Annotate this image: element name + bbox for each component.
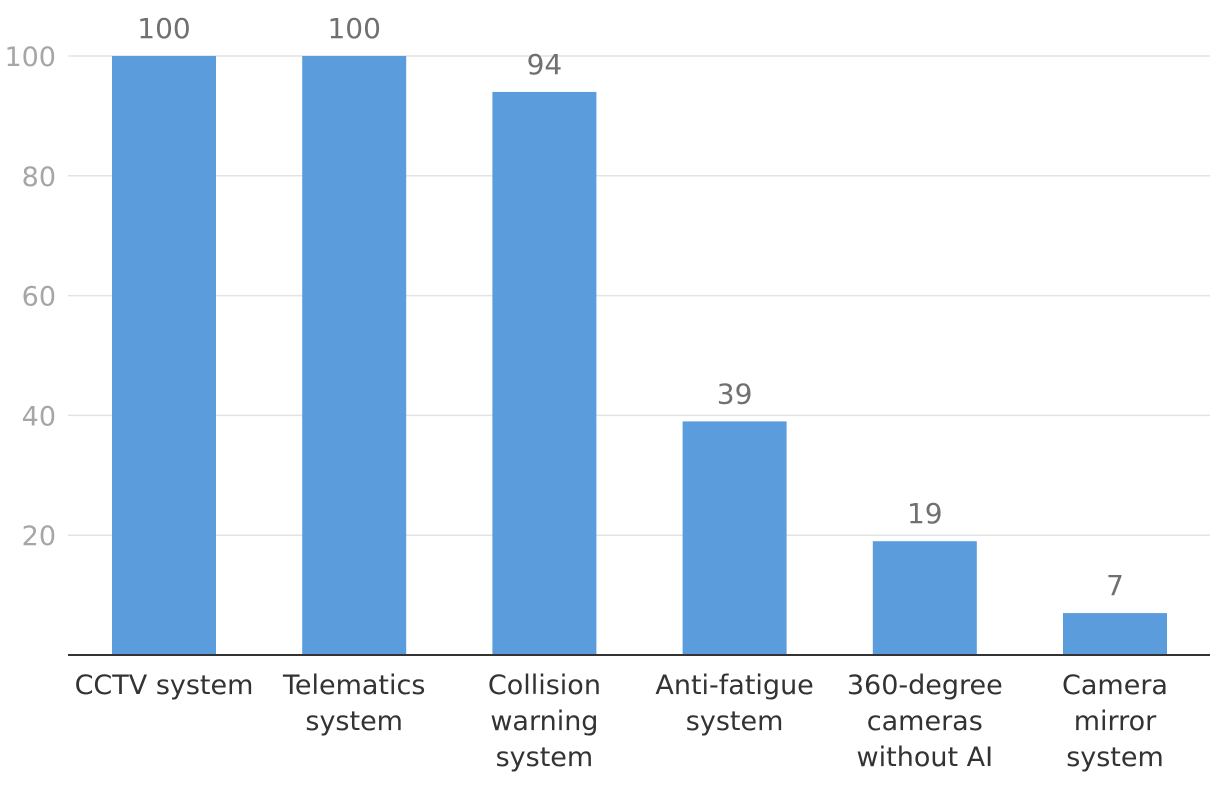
value-label: 19 [907, 497, 943, 530]
x-tick-label: CCTV system [75, 670, 254, 701]
y-tick-label: 80 [22, 162, 56, 193]
x-tick-label-line: mirror [1074, 706, 1157, 737]
x-tick-label-line: system [305, 706, 403, 737]
x-tick-label: Telematics system [282, 670, 425, 737]
x-tick-label: Anti-fatigue system [655, 670, 813, 737]
bar [302, 56, 407, 655]
value-label: 94 [527, 48, 563, 81]
x-tick-label: 360-degree cameras without AI [847, 670, 1003, 773]
x-tick-label-line: Anti-fatigue [655, 670, 813, 701]
value-labels: 100 100 94 39 19 7 [137, 12, 1124, 602]
value-label: 100 [327, 12, 380, 45]
x-tick-label-line: 360-degree [847, 670, 1003, 701]
y-tick-label: 20 [22, 521, 56, 552]
x-tick-label-line: cameras [867, 706, 983, 737]
bar [872, 541, 977, 655]
bars [112, 56, 1167, 655]
x-tick-label-line: warning [490, 706, 598, 737]
x-tick-label: Camera mirror system [1062, 670, 1168, 773]
bar [112, 56, 216, 655]
x-tick-label-line: CCTV system [75, 670, 254, 701]
x-tick-label-line: system [686, 706, 784, 737]
x-tick-label-line: Collision [488, 670, 601, 701]
value-label: 7 [1106, 569, 1124, 602]
bar [1063, 613, 1167, 655]
bar [492, 91, 597, 655]
gridlines [68, 55, 1210, 536]
y-tick-label: 60 [22, 282, 56, 313]
x-axis-labels: CCTV system Telematics system Collision warn… [75, 670, 1168, 773]
x-tick-label-line: Camera [1062, 670, 1168, 701]
value-label: 39 [717, 377, 753, 410]
value-label: 100 [137, 12, 190, 45]
x-tick-label-line: without AI [857, 742, 994, 773]
x-tick-label-line: system [496, 742, 594, 773]
x-tick-label-line: Telematics [282, 670, 425, 701]
bar [682, 421, 787, 655]
y-tick-label: 40 [22, 401, 56, 432]
x-tick-label: Collision warning system [488, 670, 601, 773]
y-axis-ticks: 20 40 60 80 100 [4, 42, 56, 552]
x-tick-label-line: system [1066, 742, 1164, 773]
y-tick-label: 100 [4, 42, 56, 73]
